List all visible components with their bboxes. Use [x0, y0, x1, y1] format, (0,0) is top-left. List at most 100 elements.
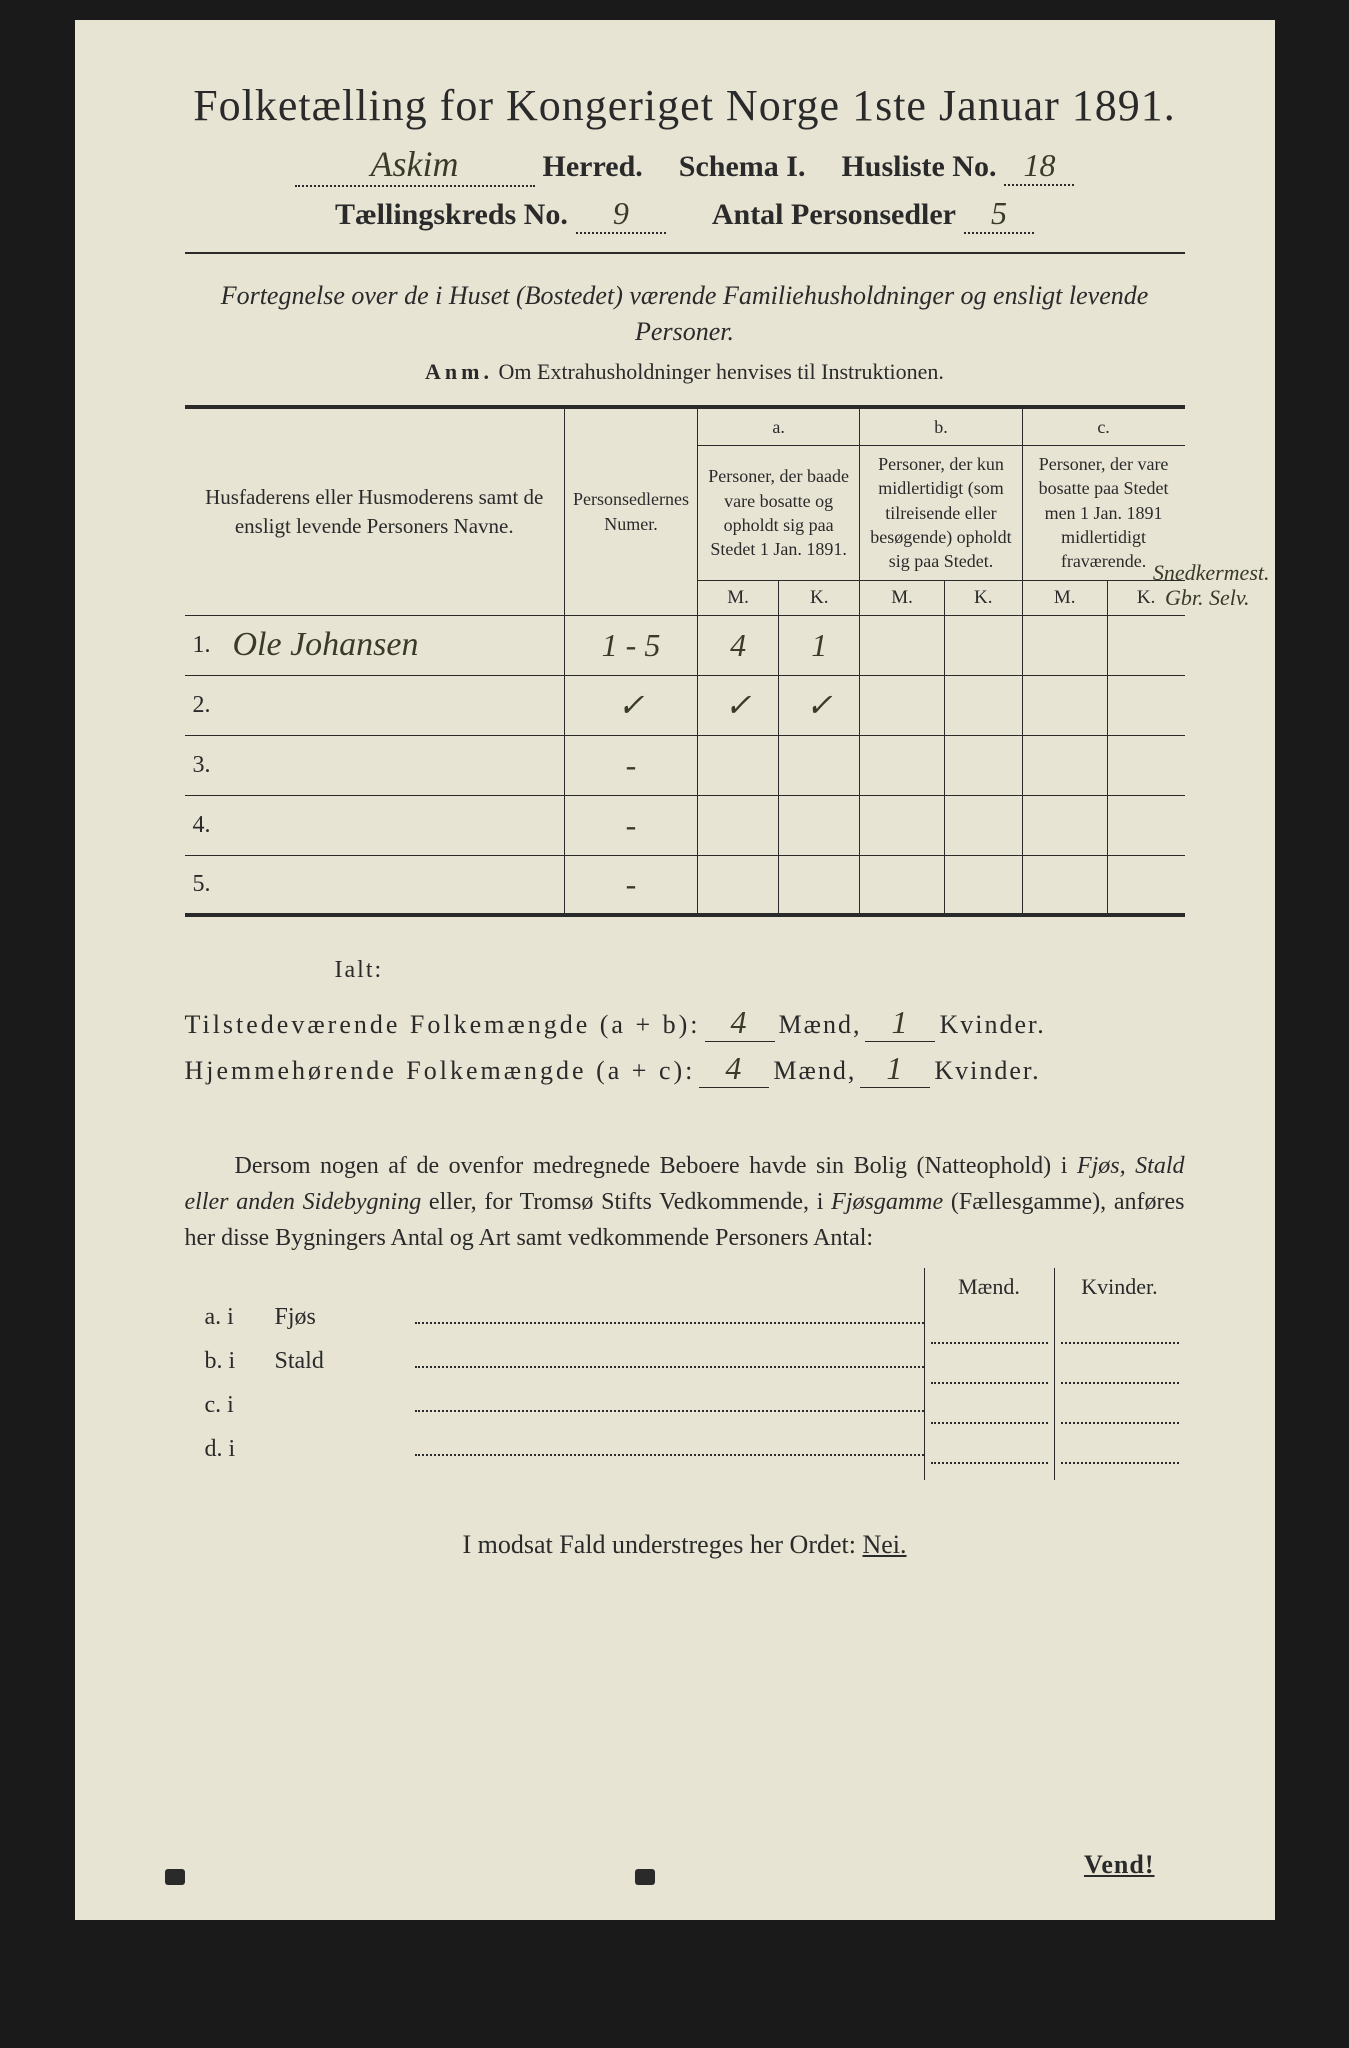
data-cell: ✓ [779, 675, 860, 735]
antal-value: 5 [964, 195, 1034, 234]
row-number: 3. [185, 735, 225, 795]
data-cell [1107, 675, 1184, 735]
col-b-label: b. [860, 407, 1022, 446]
sub-row-label: a. i [185, 1304, 275, 1331]
header-line-2: Tællingskreds No. 9 Antal Personsedler 5 [185, 195, 1185, 234]
row-number: 2. [185, 675, 225, 735]
col-c-m: M. [1022, 580, 1107, 615]
summary-label-2: Hjemmehørende Folkemængde (a + c): [185, 1056, 696, 1086]
name-cell [225, 855, 565, 915]
summary-section: Tilstedeværende Folkemængde (a + b): 4 M… [185, 1004, 1185, 1088]
subtitle: Fortegnelse over de i Huset (Bostedet) v… [185, 278, 1185, 351]
header-line-1: Askim Herred. Schema I. Husliste No. 18 [185, 143, 1185, 187]
sub-table-row: b. i Stald [185, 1348, 924, 1388]
punch-mark-icon [635, 1869, 655, 1885]
vend-label: Vend! [1084, 1850, 1155, 1880]
data-cell: 1 [779, 615, 860, 675]
sub-table-left: a. i Fjøs b. i Stald c. i d. i [185, 1268, 924, 1480]
kreds-value: 9 [576, 195, 666, 234]
sub-maend-header: Mænd. [925, 1268, 1054, 1304]
sub-table-row: a. i Fjøs [185, 1304, 924, 1344]
summary-maend-2: Mænd, [773, 1056, 856, 1086]
margin-note-2: Gbr. Selv. [1165, 585, 1250, 611]
ialt-label: Ialt: [185, 957, 1185, 984]
sub-cell [1061, 1304, 1179, 1344]
data-cell [944, 615, 1022, 675]
data-cell [779, 855, 860, 915]
summary-v1-k: 1 [865, 1004, 935, 1042]
row-number: 4. [185, 795, 225, 855]
husliste-label: Husliste No. [841, 150, 996, 184]
kreds-label: Tællingskreds No. [335, 198, 568, 232]
sub-cell [1061, 1424, 1179, 1464]
summary-kvinder-1: Kvinder. [939, 1010, 1045, 1040]
herred-value: Askim [295, 143, 535, 187]
data-cell [944, 795, 1022, 855]
sub-table-right: Mænd. Kvinder. [924, 1268, 1185, 1480]
table-row: 4. - [185, 795, 1185, 855]
nei-word: Nei. [862, 1530, 906, 1559]
data-cell [1022, 735, 1107, 795]
col-b-text: Personer, der kun midlertidigt (som tilr… [860, 446, 1022, 580]
sub-row-dots [415, 1394, 924, 1412]
punch-mark-icon [165, 1869, 185, 1885]
anm-label: Anm. [425, 359, 493, 384]
col-a-k: K. [779, 580, 860, 615]
col-b-k: K. [944, 580, 1022, 615]
table-row: 2. ✓ ✓ ✓ [185, 675, 1185, 735]
sub-kvinder-header: Kvinder. [1055, 1268, 1185, 1304]
col-a-label: a. [697, 407, 859, 446]
data-cell [1022, 795, 1107, 855]
data-cell: ✓ [565, 675, 698, 735]
page-title: Folketælling for Kongeriget Norge 1ste J… [185, 80, 1185, 131]
table-row: 1. Ole Johansen 1 - 5 4 1 [185, 615, 1185, 675]
row-number: 5. [185, 855, 225, 915]
antal-label: Antal Personsedler [712, 198, 956, 232]
sub-col-maend: Mænd. [925, 1268, 1055, 1480]
sub-cell [931, 1304, 1048, 1344]
sub-row-name: Stald [275, 1348, 415, 1375]
data-cell: - [565, 795, 698, 855]
sub-row-dots [415, 1350, 924, 1368]
main-table: Husfaderens eller Husmoderens samt de en… [185, 405, 1185, 917]
data-cell [1022, 675, 1107, 735]
data-cell: ✓ [697, 675, 778, 735]
sub-table: a. i Fjøs b. i Stald c. i d. i Mænd. Kvi… [185, 1268, 1185, 1480]
data-cell [779, 735, 860, 795]
summary-v1-m: 4 [705, 1004, 775, 1042]
data-cell [1107, 735, 1184, 795]
data-cell [944, 855, 1022, 915]
summary-row-2: Hjemmehørende Folkemængde (a + c): 4 Mæn… [185, 1050, 1185, 1088]
sub-row-dots [415, 1306, 924, 1324]
col-a-m: M. [697, 580, 778, 615]
summary-maend-1: Mænd, [779, 1010, 862, 1040]
divider [185, 252, 1185, 254]
name-cell [225, 735, 565, 795]
col-b-m: M. [860, 580, 945, 615]
data-cell [1107, 615, 1184, 675]
data-cell: 4 [697, 615, 778, 675]
sub-table-row: d. i [185, 1436, 924, 1476]
sub-row-dots [415, 1438, 924, 1456]
data-cell [860, 795, 945, 855]
sub-cell [931, 1424, 1048, 1464]
schema-label: Schema I. [679, 150, 806, 184]
data-cell [944, 735, 1022, 795]
name-cell [225, 675, 565, 735]
col-a-text: Personer, der baade vare bosatte og opho… [697, 446, 859, 580]
data-cell [860, 615, 945, 675]
table-container: Snedkermest. Gbr. Selv. Husfaderens elle… [185, 405, 1185, 917]
data-cell [1022, 615, 1107, 675]
husliste-value: 18 [1004, 147, 1074, 186]
herred-label: Herred. [543, 150, 643, 184]
data-cell [697, 735, 778, 795]
sub-row-name: Fjøs [275, 1304, 415, 1331]
summary-v2-m: 4 [699, 1050, 769, 1088]
col-header-numer: Personsedlernes Numer. [565, 407, 698, 615]
data-cell: 1 - 5 [565, 615, 698, 675]
data-cell [860, 675, 945, 735]
data-cell [697, 855, 778, 915]
data-cell: - [565, 735, 698, 795]
summary-label-1: Tilstedeværende Folkemængde (a + b): [185, 1010, 701, 1040]
name-cell [225, 795, 565, 855]
